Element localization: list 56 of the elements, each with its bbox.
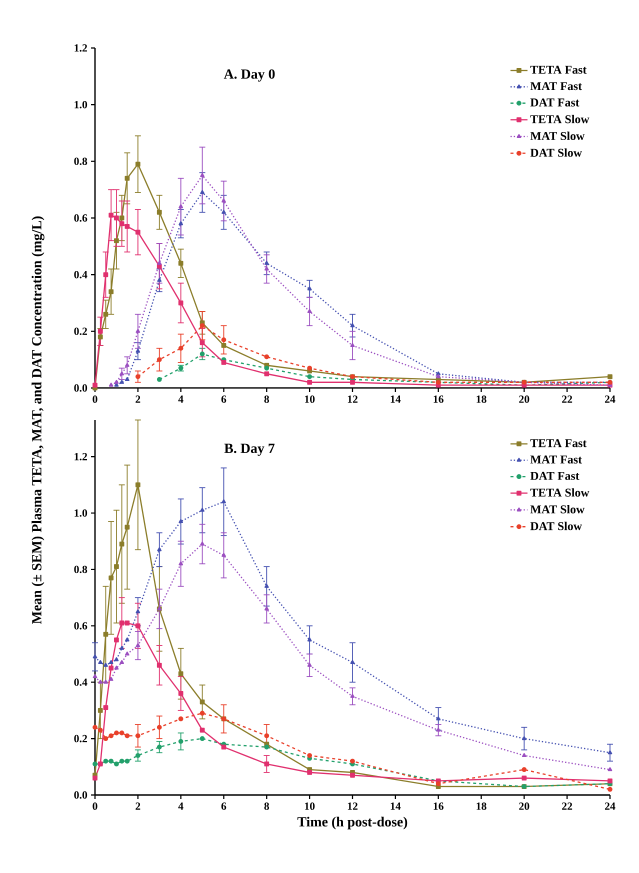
x-tick-label: 0 bbox=[92, 802, 98, 810]
text: A. Day 0 bbox=[224, 69, 275, 82]
x-tick-label: 10 bbox=[304, 396, 315, 403]
y-tick-label: 0.2 bbox=[74, 734, 88, 742]
x-tick-label: 20 bbox=[519, 802, 530, 810]
x-tick-label: 18 bbox=[476, 802, 486, 810]
legend-label: DAT Fast bbox=[530, 472, 580, 480]
x-tick-label: 4 bbox=[178, 802, 184, 810]
y-tick-label: 0.8 bbox=[74, 158, 88, 166]
y-axis-title: Mean (± SEM) Plasma TETA, MAT, and DAT Concentration (mg/L) bbox=[32, 216, 44, 624]
legend-label: DAT Slow bbox=[530, 522, 582, 530]
x-tick-label: 16 bbox=[434, 396, 444, 403]
x-tick-label: 22 bbox=[562, 396, 572, 403]
legend-label: TETA Fast bbox=[530, 439, 587, 448]
legend-label: MAT Slow bbox=[530, 505, 585, 514]
x-tick-label: 18 bbox=[476, 396, 486, 403]
x-tick-label: 20 bbox=[519, 396, 530, 403]
y-tick-label: 0.2 bbox=[74, 328, 88, 336]
x-tick-label: 16 bbox=[434, 802, 444, 810]
y-tick-label: 0.0 bbox=[74, 791, 88, 799]
y-tick-label: 1.0 bbox=[74, 509, 88, 517]
legend-label: DAT Fast bbox=[530, 98, 580, 106]
x-tick-label: 0 bbox=[92, 396, 98, 403]
legend-label: TETA Slow bbox=[530, 488, 590, 497]
y-tick-label: 0.0 bbox=[74, 384, 88, 392]
x-tick-label: 24 bbox=[604, 802, 616, 810]
x-tick-label: 10 bbox=[304, 802, 315, 810]
legend-label: TETA Slow bbox=[530, 114, 590, 124]
x-tick-label: 8 bbox=[264, 802, 270, 810]
y-tick-label: 0.4 bbox=[74, 270, 88, 278]
y-tick-label: 0.6 bbox=[74, 622, 88, 630]
legend-label: TETA Fast bbox=[530, 66, 587, 74]
x-tick-label: 4 bbox=[178, 396, 184, 403]
legend-label: MAT Fast bbox=[530, 456, 582, 464]
y-tick-label: 0.6 bbox=[74, 214, 88, 222]
y-tick-label: 1.2 bbox=[74, 452, 88, 460]
y-tick-label: 0.4 bbox=[74, 678, 88, 686]
x-tick-label: 14 bbox=[390, 802, 401, 810]
x-tick-label: 6 bbox=[221, 802, 226, 810]
legend-label: DAT Slow bbox=[530, 148, 582, 157]
x-tick-label: 22 bbox=[562, 802, 572, 810]
y-tick-label: 1.2 bbox=[74, 44, 88, 52]
x-tick-label: 12 bbox=[348, 802, 358, 810]
x-axis-title: Time (h post-dose) bbox=[297, 816, 408, 830]
y-tick-label: 1.0 bbox=[74, 100, 88, 108]
x-tick-label: 8 bbox=[264, 396, 270, 403]
x-tick-label: 12 bbox=[348, 396, 358, 403]
x-tick-label: 14 bbox=[390, 395, 401, 403]
x-tick-label: 2 bbox=[136, 396, 140, 403]
x-tick-label: 24 bbox=[604, 396, 616, 403]
legend-label: MAT Fast bbox=[530, 82, 582, 90]
x-tick-label: 6 bbox=[221, 396, 226, 403]
y-tick-label: 0.8 bbox=[74, 566, 88, 574]
legend-label: MAT Slow bbox=[530, 132, 585, 140]
x-tick-label: 2 bbox=[136, 802, 140, 810]
text: B. Day 7 bbox=[224, 444, 275, 456]
